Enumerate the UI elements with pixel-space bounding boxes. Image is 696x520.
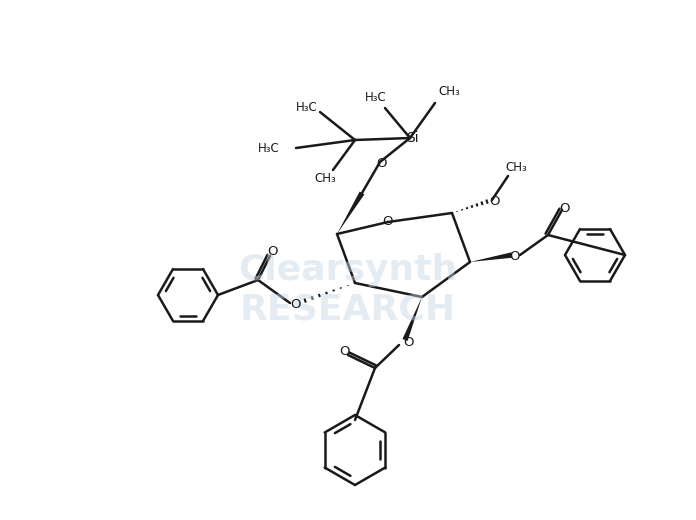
Text: O: O bbox=[559, 202, 569, 215]
Text: CH₃: CH₃ bbox=[314, 172, 336, 185]
Text: O: O bbox=[489, 194, 499, 207]
Text: H₃C: H₃C bbox=[296, 100, 318, 113]
Text: H₃C: H₃C bbox=[365, 90, 387, 103]
Text: Si: Si bbox=[406, 131, 418, 145]
Text: Clearsynth
RESEARCH: Clearsynth RESEARCH bbox=[238, 253, 458, 327]
Text: H₃C: H₃C bbox=[258, 141, 280, 154]
Text: O: O bbox=[339, 345, 349, 358]
Text: O: O bbox=[267, 244, 277, 257]
Text: O: O bbox=[376, 157, 386, 170]
Text: O: O bbox=[403, 335, 413, 348]
Text: O: O bbox=[381, 215, 393, 228]
Text: CH₃: CH₃ bbox=[438, 85, 460, 98]
Text: CH₃: CH₃ bbox=[505, 161, 527, 174]
Text: O: O bbox=[290, 297, 300, 310]
Polygon shape bbox=[470, 252, 512, 262]
Polygon shape bbox=[402, 297, 422, 341]
Polygon shape bbox=[337, 191, 364, 234]
Text: O: O bbox=[509, 250, 519, 263]
